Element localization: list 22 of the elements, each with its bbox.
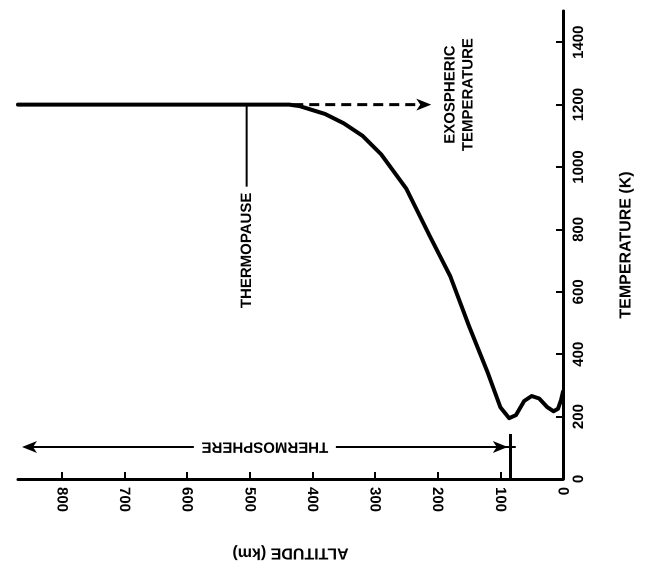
x-tick-label: 400 [304, 487, 321, 512]
x-tick-label: 200 [429, 487, 446, 512]
annotation: THERMOPAUSE [238, 192, 256, 308]
y-axis-title: TEMPERATURE (K) [618, 171, 634, 319]
y-tick-label: 1000 [570, 150, 587, 184]
y-tick-label: 1200 [570, 88, 587, 122]
x-tick-label: 700 [116, 487, 133, 512]
y-tick-label: 800 [570, 216, 587, 242]
y-tick-label: 0 [570, 474, 587, 484]
annotation: EXOSPHERIC TEMPERATURE [442, 38, 477, 152]
y-tick-label: 400 [570, 342, 587, 367]
x-tick-label: 800 [53, 487, 70, 512]
y-tick-label: 1400 [570, 26, 587, 59]
x-axis-title: ALTITUDE (km) [232, 544, 349, 562]
x-tick-label: 300 [366, 487, 384, 512]
x-tick-label: 500 [241, 487, 258, 512]
ref-line-label: THERMOSPHERE [202, 438, 328, 456]
x-tick-label: 600 [178, 487, 196, 512]
x-tick-label: 0 [554, 487, 572, 496]
y-tick-label: 600 [570, 279, 587, 304]
y-tick-label: 200 [570, 404, 587, 430]
x-tick-label: 100 [492, 487, 509, 512]
